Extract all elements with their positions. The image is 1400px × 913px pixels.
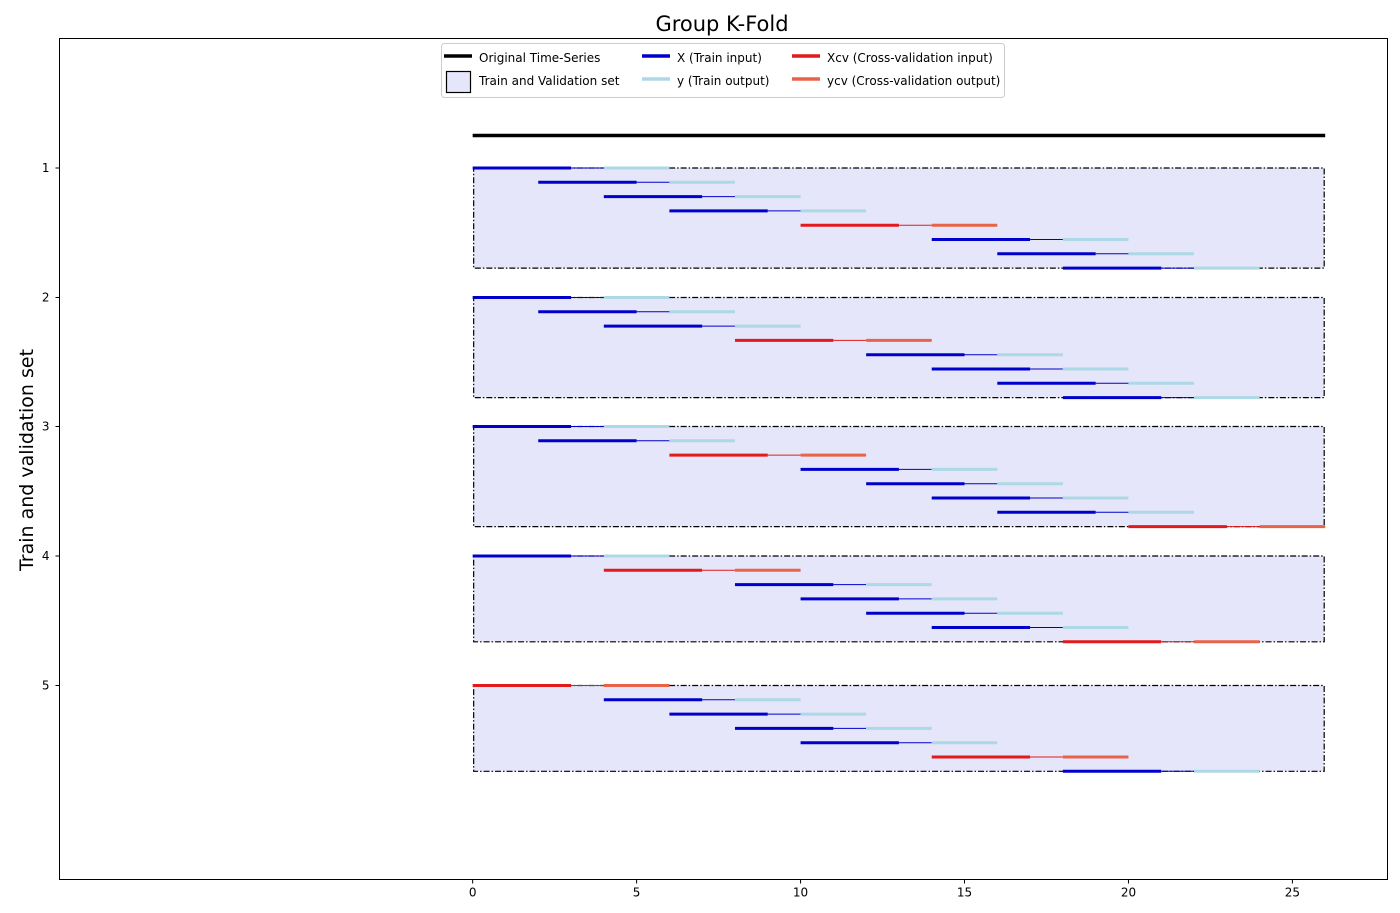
x-tick-label-0: 0: [469, 886, 477, 900]
x-tick-label-15: 15: [957, 886, 972, 900]
y-axis-label: Train and validation set: [16, 349, 38, 572]
x-tick-label-10: 10: [793, 886, 808, 900]
legend-swatch-box: [445, 70, 472, 94]
legend-label-train_output: y (Train output): [677, 74, 769, 88]
legend: Original Time-Series X (Train input) Xcv (…: [441, 43, 1005, 98]
legend-label-cv_output: ycv (Cross-validation output): [827, 74, 1000, 88]
x-axis-ticks: 0 5 10 15 20 25: [469, 879, 1300, 900]
y-axis-ticks: 1 2 3 4 5: [42, 161, 60, 693]
fold-box-2: [473, 296, 1325, 399]
x-tick-label-5: 5: [633, 886, 641, 900]
plot-area-frame: [59, 38, 1388, 880]
y-tick-label-4: 4: [42, 549, 50, 563]
fold-box-3: [473, 425, 1325, 528]
y-tick-label-1: 1: [42, 161, 50, 175]
chart-title: Group K-Fold: [655, 12, 788, 36]
fold-segments: [472, 166, 1326, 773]
y-tick-label-5: 5: [42, 679, 50, 693]
legend-label-box: Train and Validation set: [478, 74, 620, 88]
y-tick-label-2: 2: [42, 291, 50, 305]
legend-frame: [441, 43, 1005, 98]
legend-label-cv_input: Xcv (Cross-validation input): [827, 51, 993, 65]
legend-label-train_input: X (Train input): [677, 51, 762, 65]
x-tick-label-25: 25: [1285, 886, 1300, 900]
legend-label-original: Original Time-Series: [479, 51, 600, 65]
y-tick-label-3: 3: [42, 420, 50, 434]
x-tick-label-20: 20: [1121, 886, 1136, 900]
fold-box-1: [473, 167, 1325, 269]
